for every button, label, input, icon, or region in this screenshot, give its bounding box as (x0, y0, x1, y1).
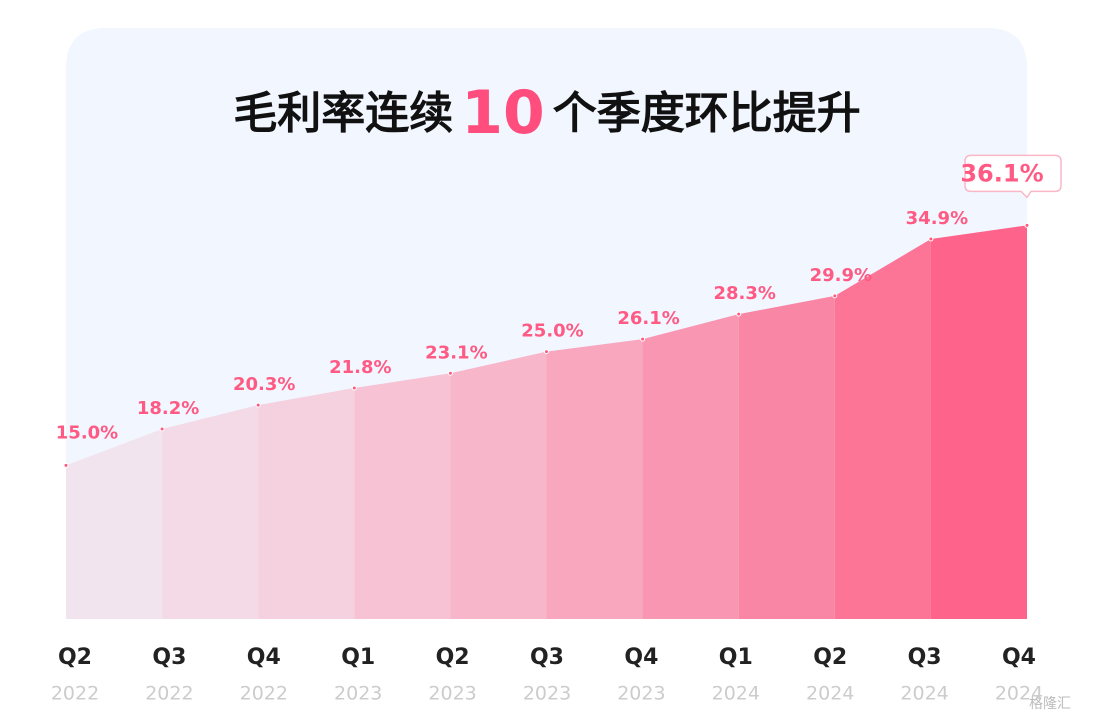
point (447, 370, 453, 376)
x-tick-year: 2023 (428, 683, 476, 705)
area-segment (834, 239, 931, 619)
x-tick-label: Q4 (1002, 645, 1036, 670)
value-label: 26.1% (617, 308, 679, 329)
x-tick-label: Q2 (436, 645, 470, 670)
value-label: 36.1% (960, 159, 1043, 187)
value-label: 25.0% (521, 321, 583, 342)
x-tick-label: Q2 (58, 645, 92, 670)
x-tick-year: 2024 (995, 683, 1043, 705)
value-label: 23.1% (425, 342, 487, 363)
x-tick-year: 2023 (617, 683, 665, 705)
x-tick-year: 2024 (806, 683, 854, 705)
x-tick-label: Q1 (341, 645, 375, 670)
x-tick-label: Q1 (719, 645, 753, 670)
point (928, 236, 934, 242)
value-label: 29.9% (810, 265, 872, 286)
x-tick-year: 2023 (523, 683, 571, 705)
x-tick-label: Q4 (247, 645, 281, 670)
callout (964, 154, 1062, 199)
point (351, 385, 357, 391)
area-segment (546, 339, 643, 619)
value-label: 21.8% (329, 357, 391, 378)
x-tick-label: Q3 (530, 645, 564, 670)
point (63, 462, 69, 468)
area-segment (66, 429, 163, 619)
point (159, 426, 165, 432)
x-tick-year: 2024 (900, 683, 948, 705)
x-tick-label: Q2 (813, 645, 847, 670)
area-segment (162, 405, 259, 619)
x-tick-label: Q4 (624, 645, 658, 670)
x-tick-year: 2024 (712, 683, 760, 705)
point (255, 402, 261, 408)
title-part: 毛利率连续 (233, 88, 453, 139)
area-segment (258, 388, 355, 619)
point (640, 336, 646, 342)
point (736, 311, 742, 317)
x-tick-year: 2022 (240, 683, 288, 705)
area-segment (450, 351, 547, 619)
chart-title: 毛利率连续 10 个季度环比提升 (233, 78, 861, 148)
value-label: 15.0% (56, 422, 118, 443)
watermark: 格隆汇 (1029, 696, 1071, 712)
area-segment (738, 295, 835, 619)
point (544, 349, 549, 355)
title-part: 个季度环比提升 (553, 88, 861, 139)
point (832, 293, 838, 299)
x-tick-year: 2023 (334, 683, 382, 705)
value-label: 28.3% (713, 283, 775, 304)
value-label: 18.2% (137, 398, 199, 419)
x-tick-year: 2022 (145, 683, 193, 705)
point (1024, 222, 1030, 228)
value-label: 34.9% (906, 208, 968, 229)
title-number: 10 (461, 78, 545, 148)
x-tick-label: Q3 (908, 645, 942, 670)
area-segment (930, 225, 1027, 619)
area-segment (642, 314, 739, 619)
x-tick-label: Q3 (152, 645, 186, 670)
x-tick-year: 2022 (51, 683, 99, 705)
value-label: 20.3% (233, 374, 295, 395)
area-segment (354, 373, 451, 619)
